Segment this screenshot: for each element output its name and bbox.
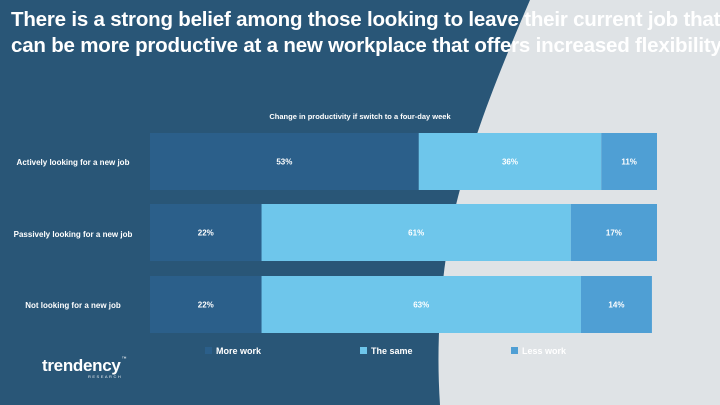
legend-label-the-same: The same	[371, 346, 413, 356]
bar-not-looking-the-same	[261, 276, 581, 333]
category-label-passively: Passively looking for a new job	[13, 230, 133, 239]
category-label-not-looking: Not looking for a new job	[25, 301, 121, 310]
bar-not-looking-less-work	[580, 276, 652, 333]
legend-swatch-less-work	[511, 347, 518, 354]
data-label-passively-the-same: 61%	[408, 229, 424, 238]
category-label-actively: Actively looking for a new job	[16, 158, 130, 167]
legend-item-more-work: More work	[205, 346, 261, 356]
bar-not-looking-more-work	[150, 276, 262, 333]
bar-actively-the-same	[418, 133, 602, 190]
data-label-passively-less-work: 17%	[606, 229, 622, 238]
legend-swatch-the-same	[360, 347, 367, 354]
legend-swatch-more-work	[205, 347, 212, 354]
logo-subtitle: RESEARCH	[88, 374, 123, 379]
chart-title: Change in productivity if switch to a fo…	[269, 112, 451, 121]
slide-title-line1: There is a strong belief among those loo…	[11, 8, 720, 31]
data-label-not-looking-the-same: 63%	[413, 301, 429, 310]
logo-name: trendency	[42, 356, 121, 375]
legend-label-more-work: More work	[216, 346, 262, 356]
bar-actively-less-work	[601, 133, 657, 190]
bar-passively-more-work	[150, 204, 262, 261]
legend-item-less-work: Less work	[511, 346, 566, 356]
data-label-actively-more-work: 53%	[276, 158, 292, 167]
bar-passively-the-same	[261, 204, 571, 261]
data-label-passively-more-work: 22%	[198, 229, 214, 238]
legend-label-less-work: Less work	[522, 346, 567, 356]
slide-title: There is a strong belief among those loo…	[11, 7, 720, 59]
data-label-not-looking-more-work: 22%	[198, 301, 214, 310]
data-label-actively-less-work: 11%	[621, 158, 637, 167]
trendency-logo: trendency™ RESEARCH	[42, 356, 127, 379]
data-label-actively-the-same: 36%	[502, 158, 518, 167]
slide-title-line2: can be more productive at a new workplac…	[11, 34, 720, 57]
legend-item-the-same: The same	[360, 346, 413, 356]
logo-trademark: ™	[121, 356, 127, 362]
bar-actively-more-work	[150, 133, 419, 190]
bar-passively-less-work	[570, 204, 657, 261]
data-label-not-looking-less-work: 14%	[608, 301, 624, 310]
